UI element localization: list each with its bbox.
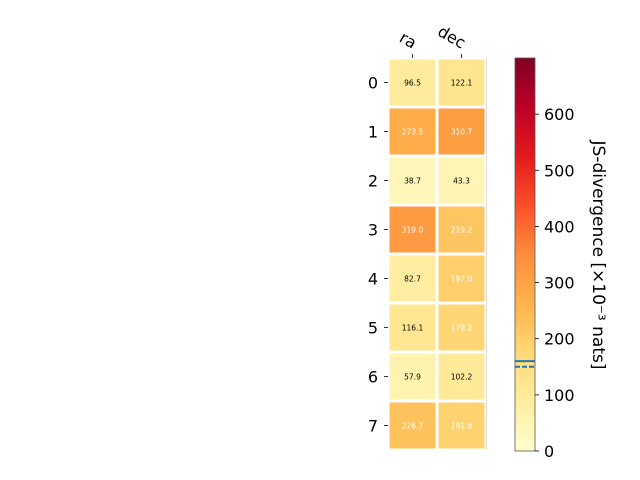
cell-value-label: 319.0: [402, 226, 424, 235]
colorbar: 0 100 200 300 400 500 600: [514, 57, 575, 461]
heatmap-cell: [438, 304, 485, 351]
row-label: 3: [368, 221, 378, 240]
heatmap-cell: [438, 59, 485, 106]
heatmap-cell: [389, 206, 436, 253]
heatmap-cell: [438, 255, 485, 302]
cell-value-label: 82.7: [404, 275, 421, 284]
cell-value-label: 179.2: [451, 324, 473, 333]
heatmap-cell: [389, 255, 436, 302]
heatmap-cell: [389, 59, 436, 106]
colorbar-tick-label: 300: [544, 274, 575, 293]
cell-value-label: 102.2: [451, 373, 473, 382]
cell-value-label: 116.1: [402, 324, 424, 333]
colorbar-tick-label: 100: [544, 386, 575, 405]
heatmap-cell: [438, 108, 485, 155]
heatmap-cell: [389, 157, 436, 204]
cell-value-label: 191.8: [451, 422, 473, 431]
row-label: 0: [368, 74, 378, 93]
colorbar-tick-label: 400: [544, 217, 575, 236]
row-labels: 0 1 2 3 4 5 6 7: [368, 74, 388, 436]
cell-value-label: 122.1: [451, 79, 473, 88]
heatmap-cell: [438, 206, 485, 253]
colorbar-gradient: [515, 58, 535, 451]
row-label: 5: [368, 319, 378, 338]
column-labels: ra dec: [396, 22, 469, 58]
colorbar-frame: [514, 57, 536, 452]
colorbar-label: JS-divergence [×10⁻³ nats]: [588, 140, 608, 370]
cell-value-label: 43.3: [453, 177, 470, 186]
cell-value-label: 226.7: [402, 422, 424, 431]
cell-value-label: 38.7: [404, 177, 421, 186]
heatmap-cell: [438, 402, 485, 449]
cell-value-label: 96.5: [404, 79, 421, 88]
column-label: dec: [435, 22, 469, 53]
colorbar-tick-label: 200: [544, 330, 575, 349]
cell-value-label: 197.0: [451, 275, 473, 284]
colorbar-tick-label: 0: [544, 442, 554, 461]
row-label: 1: [368, 123, 378, 142]
heatmap-cells: 96.5 122.1 273.5 310.7 38.7 43.3 319.0 219.2 82.…: [389, 58, 487, 450]
heatmap-cell: [389, 304, 436, 351]
heatmap-cell: [389, 353, 436, 400]
row-label: 7: [368, 417, 378, 436]
heatmap-cell: [389, 402, 436, 449]
heatmap-cell: [389, 108, 436, 155]
colorbar-tick-label: 600: [544, 105, 575, 124]
column-label: ra: [396, 28, 420, 53]
cell-value-label: 219.2: [451, 226, 473, 235]
heatmap-cell: [438, 353, 485, 400]
cell-value-label: 273.5: [402, 128, 424, 137]
heatmap-cell: [438, 157, 485, 204]
row-label: 2: [368, 172, 378, 191]
row-label: 4: [368, 270, 378, 289]
cell-value-label: 310.7: [451, 128, 473, 137]
colorbar-tick-label: 500: [544, 161, 575, 180]
row-label: 6: [368, 368, 378, 387]
cell-value-label: 57.9: [404, 373, 421, 382]
